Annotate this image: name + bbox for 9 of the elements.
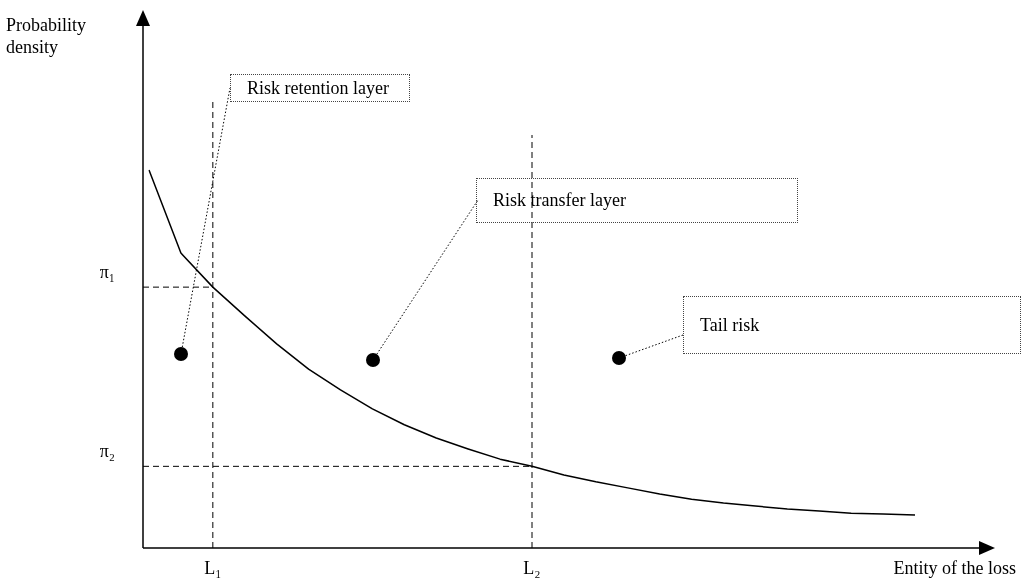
text: Probability density xyxy=(6,14,87,58)
ref-line-label: π₁ xyxy=(99,261,115,282)
x-tick-label: L₁ xyxy=(204,557,222,578)
annotation: Risk transfer layer xyxy=(476,178,798,223)
ref-line-label: π₂ xyxy=(99,441,115,462)
text: Risk retention layer xyxy=(230,74,410,102)
x-axis-title: Entity of the loss xyxy=(893,558,1016,579)
annotation: Tail risk xyxy=(683,296,1021,354)
x-tick-label: L₂ xyxy=(523,557,541,578)
